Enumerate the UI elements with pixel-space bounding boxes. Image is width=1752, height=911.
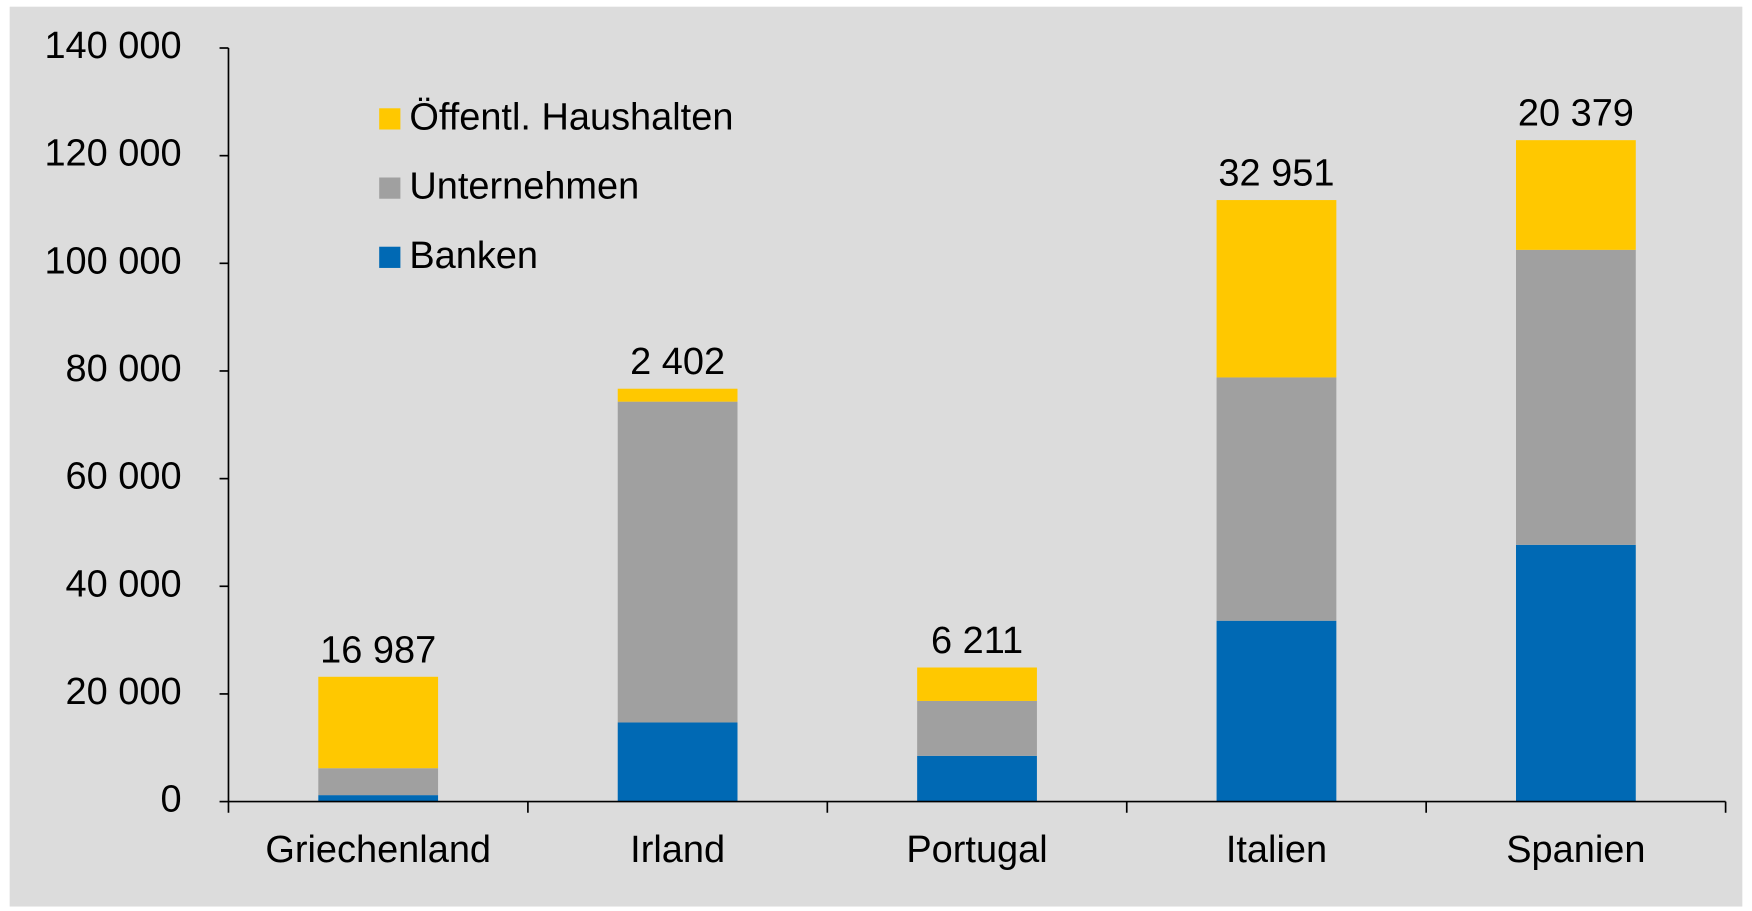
bar-segment bbox=[318, 795, 439, 802]
y-tick-label: 100 000 bbox=[44, 240, 181, 282]
x-tick-label: Italien bbox=[1226, 829, 1327, 871]
y-tick-label: 80 000 bbox=[66, 348, 182, 390]
x-tick-label: Irland bbox=[630, 829, 725, 871]
bar-segment bbox=[318, 768, 439, 796]
data-label: 32 951 bbox=[1218, 153, 1334, 195]
background bbox=[9, 6, 1743, 907]
bar-segment bbox=[318, 676, 439, 769]
bar-segment bbox=[617, 722, 738, 802]
x-tick-label: Griechenland bbox=[265, 829, 491, 871]
bar-segment bbox=[1216, 377, 1337, 621]
y-tick-label: 40 000 bbox=[66, 563, 182, 605]
bar-segment bbox=[1515, 544, 1636, 802]
bar-segment bbox=[917, 700, 1037, 756]
bar-segment bbox=[1515, 140, 1636, 250]
bar-segment bbox=[1515, 249, 1636, 545]
legend-label: Banken bbox=[409, 235, 538, 277]
data-label: 2 402 bbox=[630, 341, 725, 383]
legend-swatch bbox=[379, 177, 401, 199]
bar-segment bbox=[617, 388, 738, 402]
legend-swatch bbox=[379, 108, 401, 130]
y-tick-label: 140 000 bbox=[44, 25, 181, 67]
y-tick-label: 120 000 bbox=[44, 133, 181, 175]
y-tick-label: 20 000 bbox=[66, 671, 182, 713]
data-label: 20 379 bbox=[1518, 93, 1634, 135]
y-tick-label: 60 000 bbox=[66, 456, 182, 498]
bar-segment bbox=[917, 667, 1037, 701]
legend-label: Unternehmen bbox=[409, 166, 639, 208]
bar-segment bbox=[917, 755, 1037, 802]
data-label: 6 211 bbox=[931, 620, 1023, 662]
bar-segment bbox=[1216, 620, 1337, 802]
x-tick-label: Spanien bbox=[1506, 829, 1645, 871]
legend-swatch bbox=[379, 246, 401, 268]
y-tick-label: 0 bbox=[160, 779, 181, 821]
x-tick-label: Portugal bbox=[906, 829, 1047, 871]
bar-segment bbox=[1216, 200, 1337, 378]
bar-segment bbox=[617, 401, 738, 723]
legend-label: Öffentl. Haushalten bbox=[409, 96, 733, 138]
data-label: 16 987 bbox=[320, 629, 436, 671]
